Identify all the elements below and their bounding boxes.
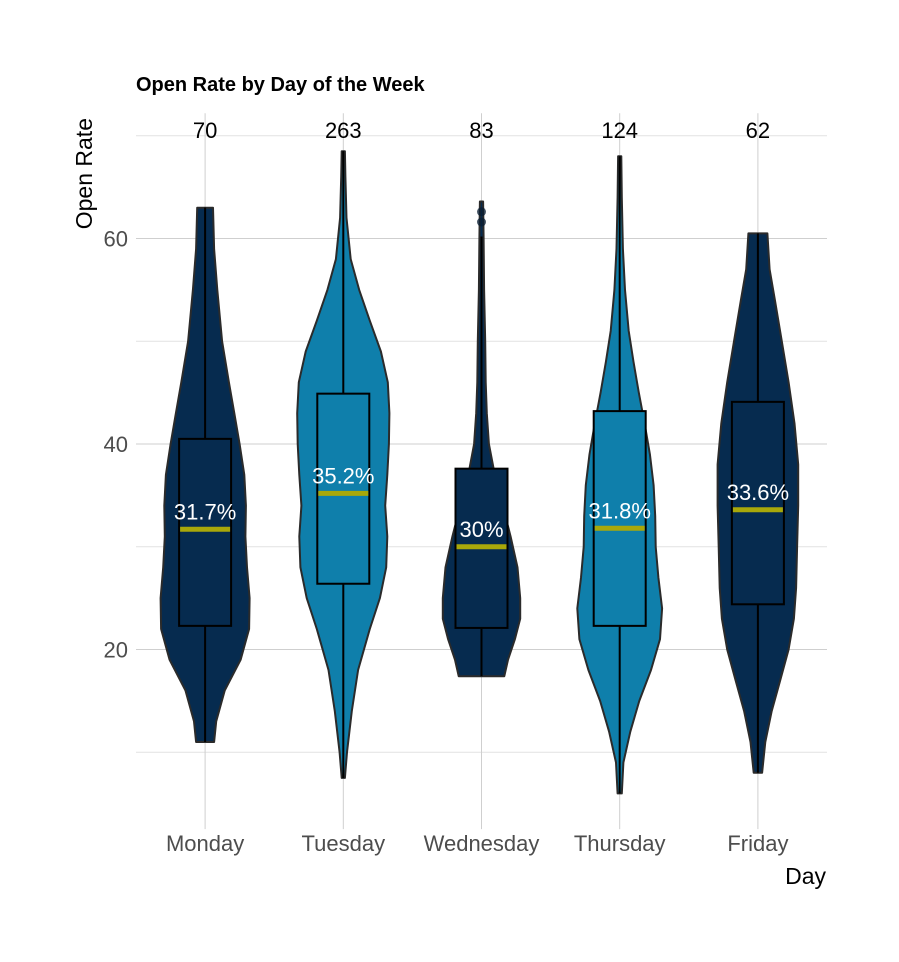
- x-tick-label: Monday: [166, 831, 244, 856]
- x-tick-label: Tuesday: [302, 831, 386, 856]
- outlier-point: [477, 207, 486, 217]
- count-label: 70: [193, 118, 217, 143]
- x-tick-labels: Monday Tuesday Wednesday Thursday Friday: [166, 831, 789, 856]
- x-tick-label: Wednesday: [424, 831, 540, 856]
- outlier-point: [477, 217, 486, 227]
- median-label: 35.2%: [312, 463, 374, 488]
- y-tick-label: 60: [104, 227, 128, 252]
- x-tick-label: Friday: [727, 831, 788, 856]
- count-label: 62: [746, 118, 770, 143]
- y-tick-labels: 20 40 60: [104, 227, 128, 663]
- y-tick-label: 20: [104, 638, 128, 663]
- chart-title: Open Rate by Day of the Week: [136, 74, 425, 96]
- y-axis-title: Open Rate: [71, 118, 97, 229]
- count-label: 83: [469, 118, 493, 143]
- x-axis-title: Day: [785, 863, 826, 889]
- box-thursday: [592, 410, 647, 627]
- box-monday: [178, 437, 233, 627]
- box-tuesday: [316, 392, 371, 585]
- count-label: 124: [601, 118, 638, 143]
- x-tick-label: Thursday: [574, 831, 666, 856]
- violin-series: 31.7% 70 35.2% 263 30% 83 31.8% 124 33.6% 62: [159, 118, 800, 795]
- box-friday: [730, 400, 785, 606]
- median-label: 30%: [459, 517, 503, 542]
- median-label: 31.7%: [174, 499, 236, 524]
- count-label: 263: [325, 118, 362, 143]
- median-label: 33.6%: [727, 480, 789, 505]
- y-tick-label: 40: [104, 432, 128, 457]
- median-label: 31.8%: [589, 498, 651, 523]
